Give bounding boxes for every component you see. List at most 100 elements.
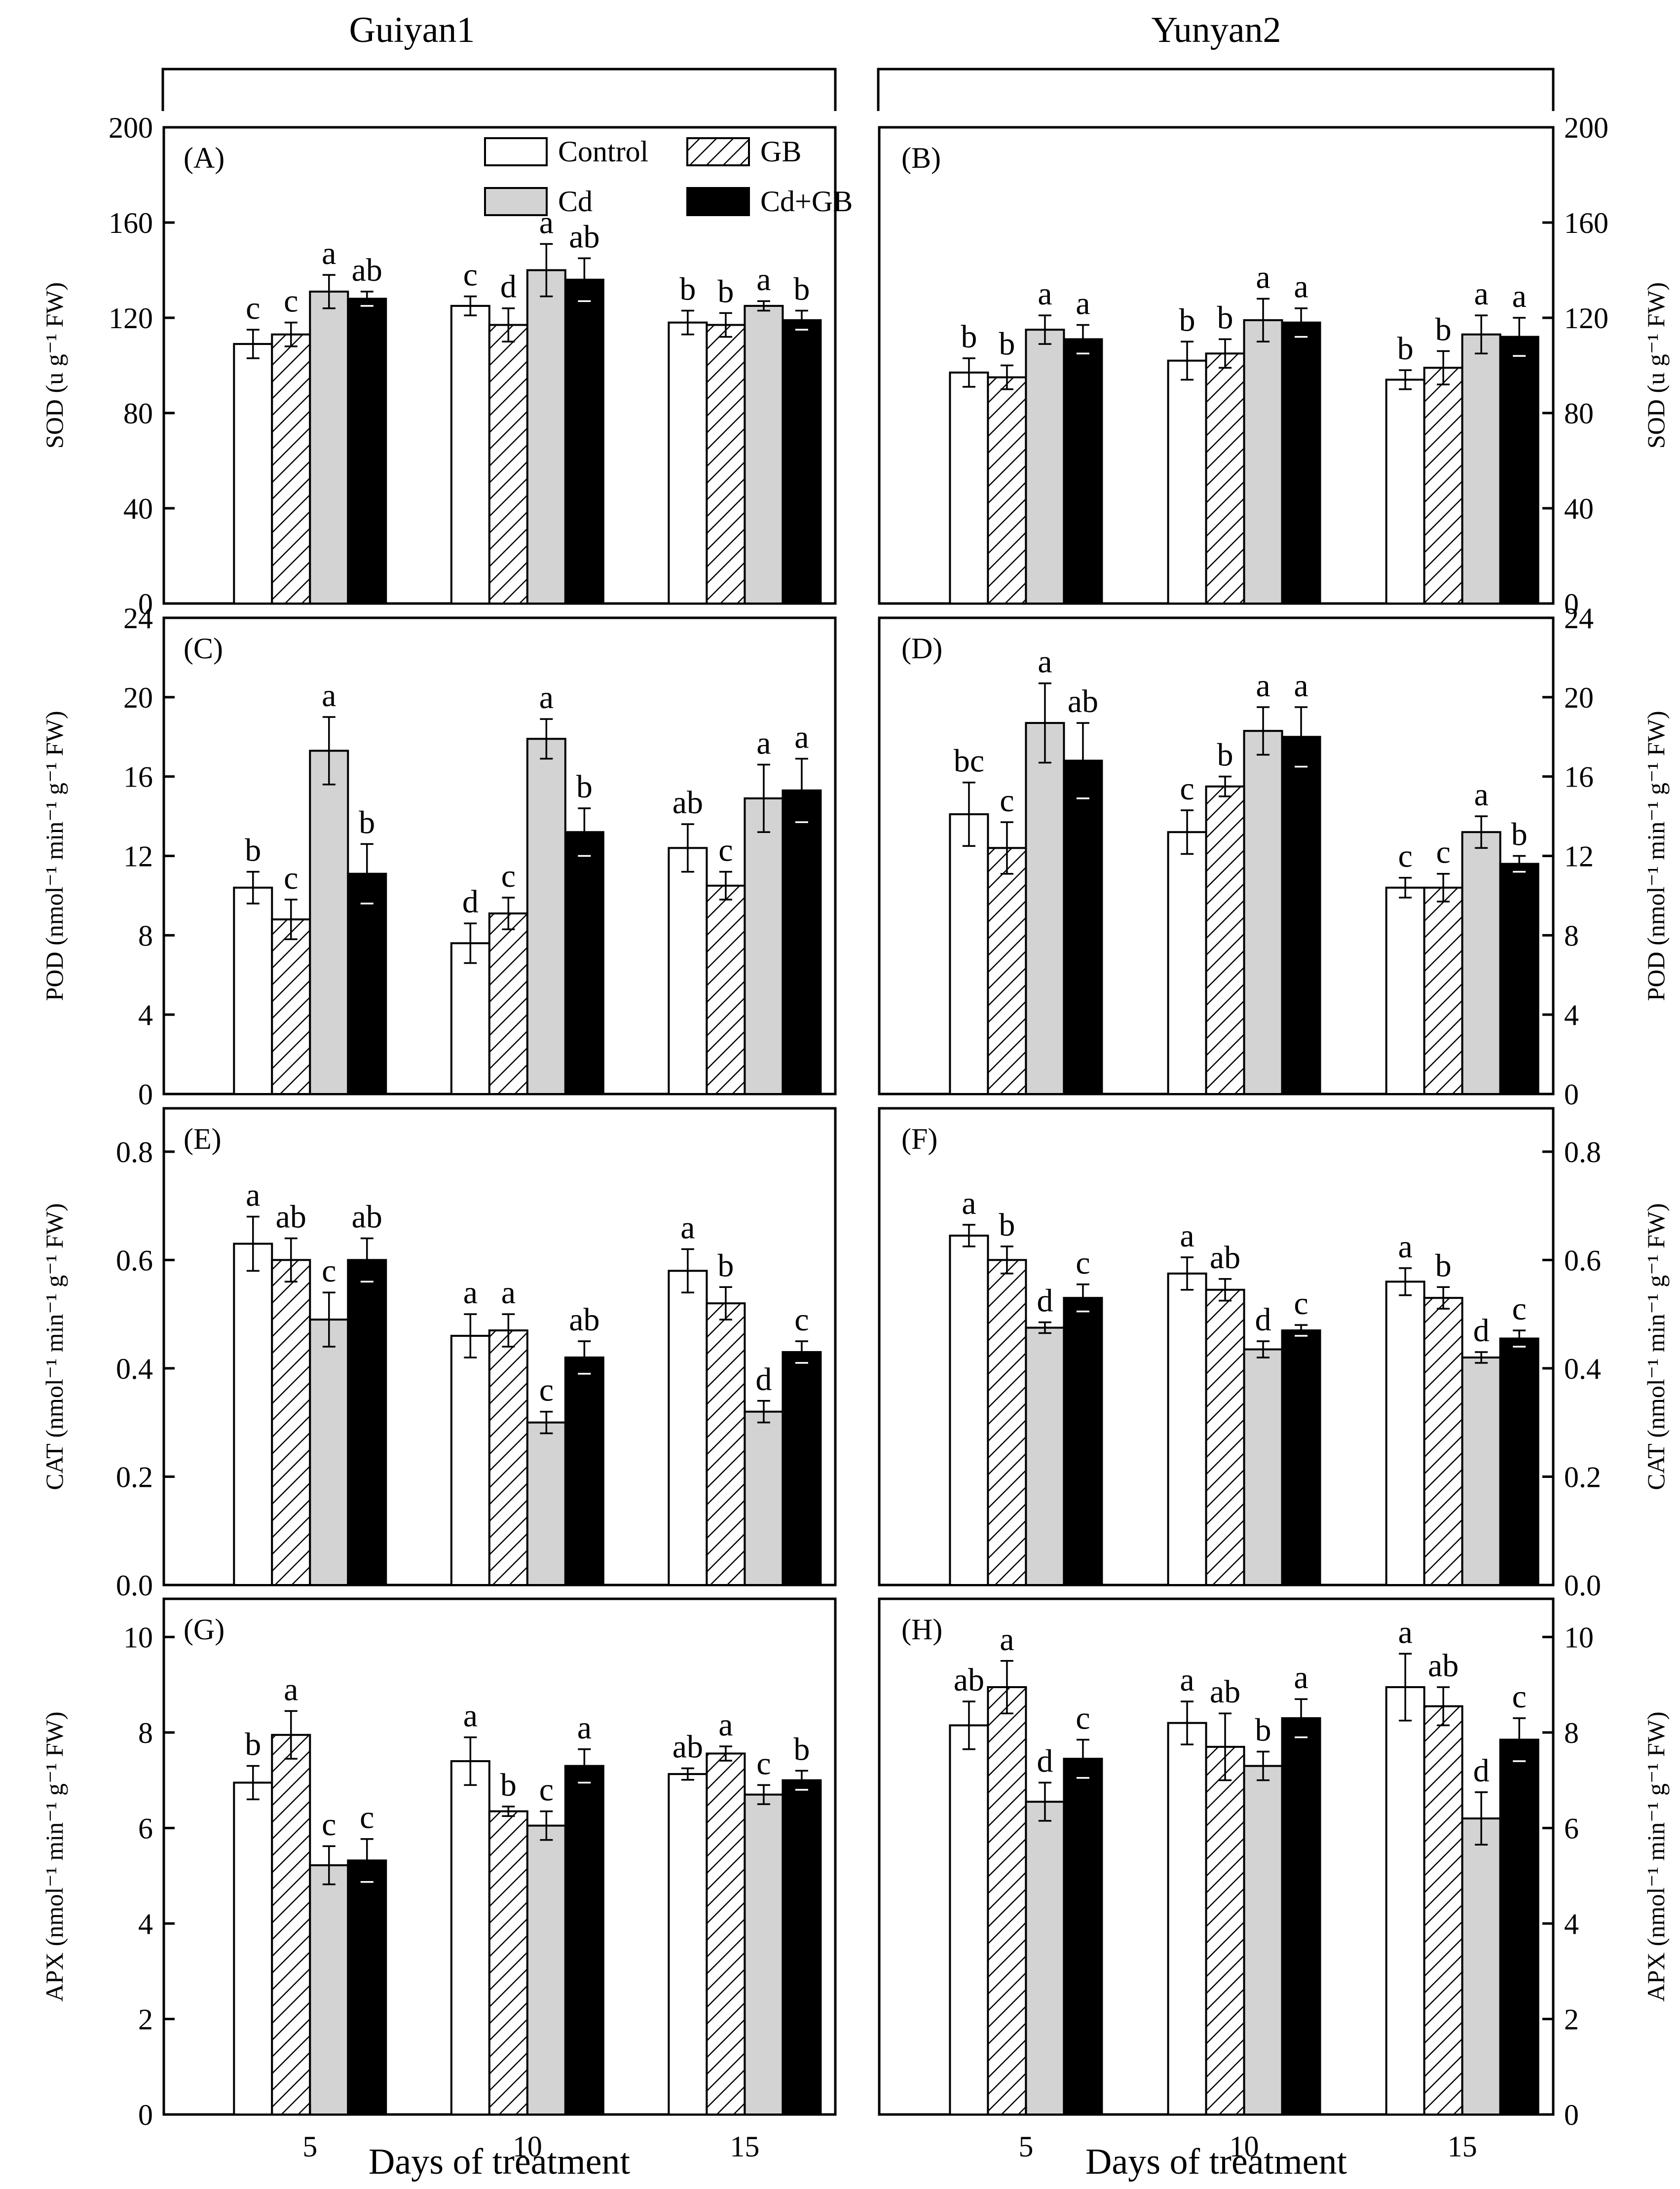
bar-cd-gb-day-10 [564,831,604,1095]
cultivar-label-yunyan2: Yunyan2 [1151,10,1281,50]
bar-cd-gb-day-10 [564,278,604,604]
bar-control-day-15 [668,1773,708,2115]
bar-cd-day-5 [309,1319,349,1586]
legend-label-control: Control [558,135,648,168]
significance-label: ab [672,785,703,821]
bar-gb-day-5 [987,376,1027,604]
significance-label: a [1038,276,1052,312]
y-tick-label: 0.4 [1564,1353,1601,1385]
y-tick-label: 4 [138,999,153,1031]
significance-label: b [999,326,1015,362]
bar-cd-gb-day-5 [1063,1758,1103,2116]
y-tick-label: 0.2 [116,1461,153,1493]
bar-cd-gb-day-10 [1281,736,1321,1095]
significance-label: b [717,1247,734,1283]
bar-cd-gb-day-10 [1281,1329,1321,1586]
significance-label: b [793,271,810,307]
bar-gb-day-5 [987,847,1027,1095]
y-tick-label: 16 [123,761,153,793]
significance-label: c [463,257,478,293]
panel-label: (F) [901,1123,937,1155]
y-axis-title: APX (nmol⁻¹ min⁻¹ g⁻¹ FW) [40,1711,68,2001]
bar-control-day-5 [949,371,989,604]
panel-label: (D) [901,632,942,665]
bar-gb-day-5 [271,1734,311,2115]
bar-cd-gb-day-15 [1499,1738,1539,2115]
bar-gb-day-5 [271,1259,311,1586]
bar-control-day-15 [668,1270,708,1586]
bar-cd-day-5 [309,290,349,604]
significance-label: a [284,1671,298,1707]
panel-label: (B) [901,142,941,174]
y-tick-label: 12 [123,840,153,873]
bar-cd-gb-day-5 [347,298,387,604]
bar-gb-day-15 [706,1752,746,2115]
series-cd: d b d [1025,1712,1501,2116]
significance-label: a [1398,1614,1413,1650]
series-gb: bb b [987,300,1463,604]
y-tick-label: 160 [109,207,153,239]
y-tick-label: 24 [1564,602,1594,635]
series-gb: aba [271,1671,746,2115]
y-tick-label: 0.6 [1564,1244,1601,1277]
series-cd: aaa [309,204,784,604]
significance-label: b [717,273,734,309]
significance-label: d [755,1361,772,1397]
y-tick-label: 200 [109,112,153,144]
significance-label: a [1294,668,1308,704]
panel-label: (H) [901,1613,942,1646]
bar-gb-day-10 [488,912,528,1095]
x-tick-label: 5 [302,2130,317,2163]
significance-label: b [576,769,593,805]
series-control: aaa [233,1177,708,1586]
cultivar-bracket [877,68,1555,111]
y-axis-title: POD (nmol⁻¹ min⁻¹ g⁻¹ FW) [1642,711,1670,1001]
y-tick-label: 200 [1564,112,1608,144]
significance-label: c [539,1372,554,1408]
bar-control-day-5 [233,886,273,1095]
bar-control-day-10 [1167,1272,1207,1586]
bar-control-day-15 [1385,1281,1425,1586]
y-tick-label: 8 [138,1717,153,1749]
bar-control-day-10 [450,304,490,604]
bar-gb-day-15 [1423,1297,1463,1586]
bar-gb-day-15 [1423,886,1463,1095]
bar-control-day-5 [233,1243,273,1586]
significance-label: b [500,1767,517,1803]
series-cd-gb: ab ab [1063,668,1539,1095]
y-tick-label: 8 [1564,919,1579,952]
y-tick-label: 0 [1564,588,1579,620]
y-tick-label: 160 [1564,207,1608,239]
significance-label: a [322,235,336,271]
bar-control-day-15 [1385,886,1425,1095]
significance-label: a [756,725,771,761]
legend-swatch-control [484,137,548,166]
significance-label: c [284,860,298,896]
bar-control-day-5 [233,343,273,604]
bar-cd-day-5 [1025,1326,1065,1586]
bar-cd-gb-day-15 [782,1351,822,1586]
y-tick-label: 0.8 [116,1136,153,1169]
significance-label: a [1180,1662,1194,1698]
bar-cd-gb-day-15 [1499,336,1539,604]
significance-label: ab [276,1199,306,1235]
bar-cd-gb-day-10 [564,1765,604,2116]
panel-label: (C) [184,632,223,665]
bar-control-day-10 [450,942,490,1095]
x-tick-label: 10 [1230,2130,1259,2163]
series-cd-gb: c a c [1063,1660,1539,2116]
panel-c: (C) 0 4 8 12 16 20 24 POD (nmol⁻¹ min⁻¹ g⁻¹ FW) b… [40,602,837,1111]
significance-label: c [1398,838,1413,874]
y-axis-title: POD (nmol⁻¹ min⁻¹ g⁻¹ FW) [40,711,68,1001]
x-tick-label: 10 [513,2130,542,2163]
y-tick-label: 2 [138,2003,153,2036]
y-tick-label: 0.4 [116,1353,153,1385]
y-tick-label: 20 [1564,681,1594,714]
bar-gb-day-5 [987,1259,1027,1586]
y-tick-label: 120 [109,302,153,335]
bar-cd-gb-day-5 [347,1859,387,2115]
